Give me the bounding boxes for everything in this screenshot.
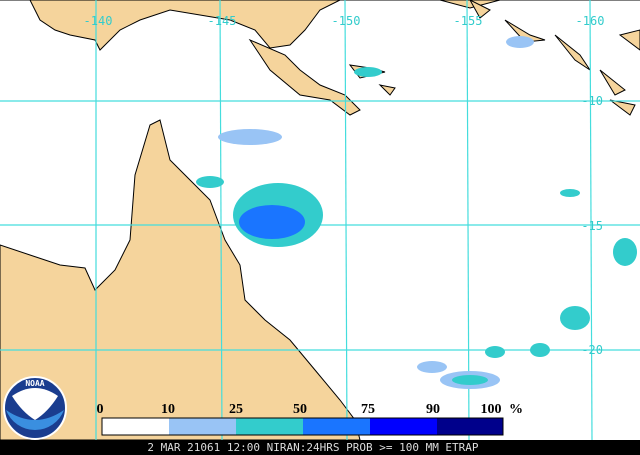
footer-text: 2 MAR 21061 12:00 NIRAN:24HRS PROB >= 10…	[147, 441, 479, 454]
precip-area	[506, 36, 534, 48]
precip-area	[452, 375, 488, 385]
precip-area	[560, 189, 580, 197]
precip-area	[218, 129, 282, 145]
logo-wave	[6, 410, 64, 431]
legend-label: 50	[293, 402, 307, 417]
legend: 0 10 25 50 75 90 100 %	[97, 402, 523, 436]
precip-areas	[196, 36, 637, 389]
legend-swatch	[102, 418, 169, 435]
legend-label: 100	[481, 402, 502, 417]
lat-label: -10	[581, 94, 603, 108]
legend-swatch	[437, 418, 503, 435]
logo-gull	[12, 388, 58, 420]
legend-swatch	[169, 418, 236, 435]
precip-area	[530, 343, 550, 357]
meridian	[589, 0, 593, 441]
lon-label: -150	[332, 14, 361, 28]
legend-label: 25	[229, 402, 243, 417]
lat-label: -15	[581, 219, 603, 233]
precip-area	[485, 346, 505, 358]
lon-label: -145	[208, 14, 237, 28]
precip-area	[560, 306, 590, 330]
lon-label: -140	[84, 14, 113, 28]
precip-area	[613, 238, 637, 266]
meridian	[219, 0, 223, 441]
legend-label: 0	[97, 402, 104, 417]
legend-label: 75	[361, 402, 375, 417]
precip-area	[239, 205, 305, 239]
precip-area	[196, 176, 224, 188]
legend-label: 90	[426, 402, 440, 417]
lon-label: -160	[576, 14, 605, 28]
footer-bar	[0, 440, 640, 455]
australia	[0, 119, 361, 441]
legend-unit: %	[509, 402, 523, 417]
legend-frame	[101, 417, 504, 436]
legend-swatch	[236, 418, 303, 435]
precip-area	[354, 67, 382, 77]
legend-label: 10	[161, 402, 175, 417]
noaa-logo: NOAA	[3, 376, 67, 440]
meridian	[344, 0, 348, 441]
legend-swatch	[303, 418, 370, 435]
logo-text: NOAA	[25, 379, 44, 388]
new-guinea	[0, 0, 640, 116]
legend-swatch	[370, 418, 437, 435]
precip-area	[417, 361, 447, 373]
lat-label: -20	[581, 343, 603, 357]
lon-label: -155	[454, 14, 483, 28]
meridian	[466, 0, 470, 441]
